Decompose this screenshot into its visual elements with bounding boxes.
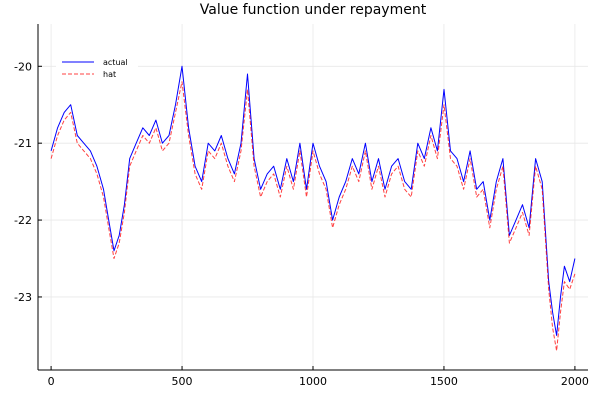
y-tick-label-2: -22 — [14, 214, 32, 227]
series-line-hat — [50, 81, 576, 352]
ticks: 0 500 1000 1500 2000 -20 -21 -22 -23 — [14, 60, 589, 388]
series-line-actual — [50, 65, 576, 336]
legend: actual hat — [56, 52, 138, 82]
legend-box — [56, 52, 138, 82]
chart-title: Value function under repayment — [200, 2, 427, 18]
legend-label-hat: hat — [103, 70, 116, 79]
x-tick-label-4: 2000 — [561, 375, 589, 388]
y-tick-label-0: -20 — [14, 60, 32, 73]
x-tick-label-2: 1000 — [299, 375, 327, 388]
x-tick-label-0: 0 — [48, 375, 55, 388]
y-tick-label-1: -21 — [14, 137, 32, 150]
legend-label-actual: actual — [103, 58, 128, 67]
y-tick-label-3: -23 — [14, 291, 32, 304]
x-tick-label-1: 500 — [172, 375, 193, 388]
series-layer — [50, 65, 576, 352]
x-tick-label-3: 1500 — [430, 375, 458, 388]
